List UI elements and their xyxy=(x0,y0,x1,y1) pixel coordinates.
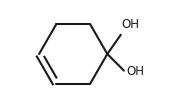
Text: OH: OH xyxy=(122,17,140,31)
Text: OH: OH xyxy=(126,65,144,78)
